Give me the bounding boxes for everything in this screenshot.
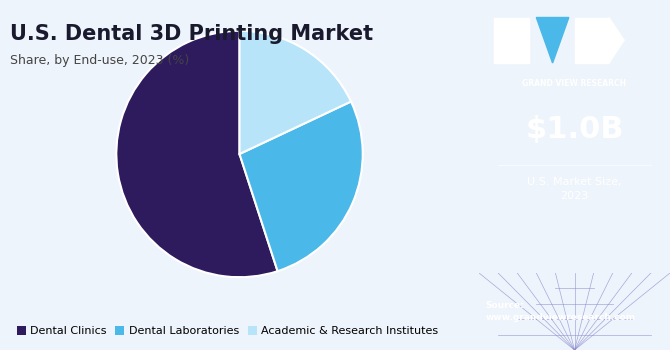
Wedge shape: [117, 31, 277, 277]
Text: U.S. Market Size,
2023: U.S. Market Size, 2023: [527, 177, 622, 201]
Bar: [494, 18, 529, 63]
Text: $1.0B: $1.0B: [525, 115, 624, 144]
Polygon shape: [609, 18, 624, 63]
Text: U.S. Dental 3D Printing Market: U.S. Dental 3D Printing Market: [10, 25, 373, 44]
Text: GRAND VIEW RESEARCH: GRAND VIEW RESEARCH: [523, 79, 626, 88]
Polygon shape: [536, 18, 569, 63]
Bar: [574, 18, 609, 63]
Text: Source:
www.grandviewresearch.com: Source: www.grandviewresearch.com: [486, 301, 636, 322]
Legend: Dental Clinics, Dental Laboratories, Academic & Research Institutes: Dental Clinics, Dental Laboratories, Aca…: [12, 322, 443, 341]
Wedge shape: [240, 102, 362, 271]
Wedge shape: [240, 31, 351, 154]
Text: Share, by End-use, 2023 (%): Share, by End-use, 2023 (%): [10, 54, 190, 67]
